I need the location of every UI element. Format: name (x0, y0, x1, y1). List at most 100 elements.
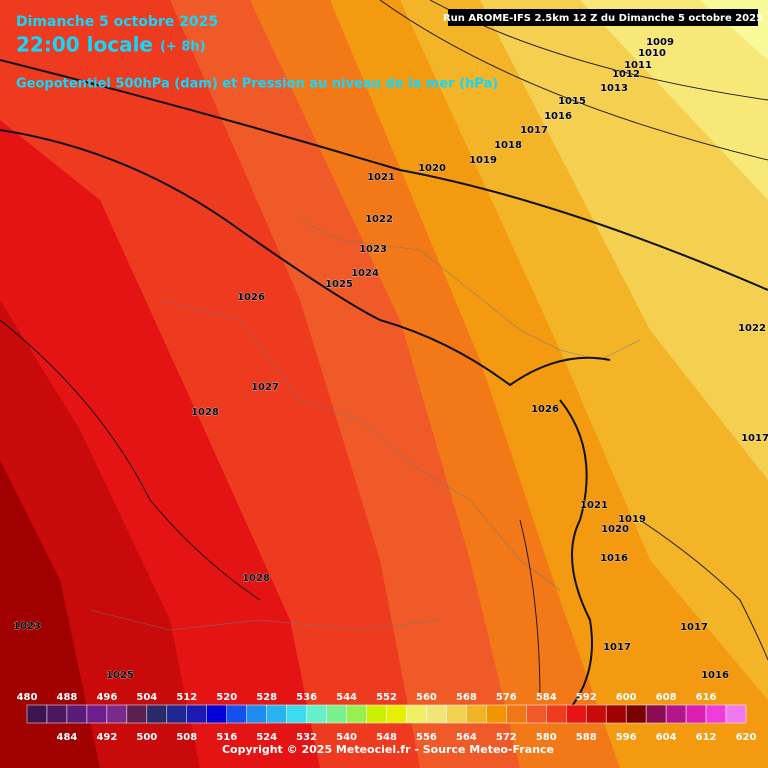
isobar-label: 1017 (603, 642, 631, 653)
colorbar-label: 596 (616, 732, 637, 743)
colorbar-label: 484 (57, 732, 78, 743)
isobar-label: 1016 (701, 670, 729, 681)
isobar-label: 1024 (351, 268, 379, 279)
colorbar-label: 572 (496, 732, 517, 743)
color-swatch (546, 704, 567, 724)
time: 22:00 locale (16, 33, 153, 57)
colorbar-label: 616 (696, 692, 717, 703)
colorbar-label: 604 (656, 732, 677, 743)
isobar-label: 1023 (359, 244, 387, 255)
color-swatch (66, 704, 88, 724)
isobar-label: 1021 (367, 172, 395, 183)
color-swatch (146, 704, 168, 724)
color-swatch (86, 704, 108, 724)
isobar-label: 1027 (251, 382, 279, 393)
coast (89, 609, 441, 631)
color-swatch (386, 704, 407, 724)
color-swatch (725, 704, 747, 724)
color-swatch (266, 704, 287, 724)
colorbar-label: 588 (576, 732, 597, 743)
isobar-label: 1019 (469, 155, 497, 166)
isobar-label: 1019 (618, 514, 646, 525)
colorbar-label: 592 (576, 692, 597, 703)
isobar-label: 1009 (646, 37, 674, 48)
colorbar-label: 584 (536, 692, 557, 703)
colorbar-label: 532 (296, 732, 317, 743)
colorbar-label: 564 (456, 732, 477, 743)
color-swatch (366, 704, 387, 724)
isobar (559, 399, 593, 721)
isobars (0, 0, 768, 721)
isobar-label: 1026 (531, 404, 559, 415)
border (159, 299, 561, 591)
color-swatch (625, 704, 647, 724)
isobar (0, 59, 768, 291)
color-swatch (705, 704, 727, 724)
date: Dimanche 5 octobre 2025 (16, 14, 218, 30)
colorbar: 480 484 488 492 496 500 504 508 512 516 520 524 528 5… (17, 692, 757, 743)
colorbar-label: 580 (536, 732, 557, 743)
isobar-label: 1022 (365, 214, 393, 225)
isobar-label: 1021 (580, 500, 608, 511)
isobar-label: 1013 (600, 83, 628, 94)
color-swatch (426, 704, 447, 724)
color-swatch (685, 704, 707, 724)
colorbar-label: 528 (256, 692, 277, 703)
isobar-label: 1022 (738, 323, 766, 334)
isobar-label: 1020 (418, 163, 446, 174)
colorbar-label: 540 (336, 732, 357, 743)
run-box (448, 9, 758, 26)
isobar-label: 1010 (638, 48, 666, 59)
isobar-label: 1028 (242, 573, 270, 584)
isobar-label: 1015 (558, 96, 586, 107)
color-swatch (46, 704, 68, 724)
color-swatch (566, 704, 587, 724)
colorbar-label: 488 (57, 692, 78, 703)
colorbar-label: 480 (17, 692, 38, 703)
color-swatch (406, 704, 427, 724)
colorbar-label: 620 (736, 732, 757, 743)
colorbar-label: 544 (336, 692, 357, 703)
isobar (379, 0, 768, 161)
colorbar-label: 520 (216, 692, 237, 703)
colorbar-label: 508 (176, 732, 197, 743)
color-swatch (506, 704, 527, 724)
colorbar-label: 568 (456, 692, 477, 703)
isobar (0, 129, 611, 387)
isobar-label: 1025 (106, 670, 134, 681)
color-swatch (585, 704, 607, 724)
copyright: Copyright © 2025 Meteociel.fr - Source M… (222, 743, 554, 756)
color-swatch (326, 704, 347, 724)
color-swatch (186, 704, 207, 724)
isobar-label: 1017 (680, 622, 708, 633)
color-swatch (486, 704, 507, 724)
colorbar-label: 560 (416, 692, 437, 703)
isobar-label: 1017 (741, 433, 768, 444)
colorbar-label: 504 (136, 692, 157, 703)
isobar-label: 1026 (237, 292, 265, 303)
color-swatch (246, 704, 267, 724)
colorbar-label: 548 (376, 732, 397, 743)
colorbar-label: 612 (696, 732, 717, 743)
isobar-label: 1018 (494, 140, 522, 151)
colorbar-label: 600 (616, 692, 637, 703)
isobar (0, 319, 261, 601)
isobar-label: 1016 (544, 111, 572, 122)
color-swatch (126, 704, 148, 724)
colorbar-label: 496 (96, 692, 117, 703)
color-swatch (665, 704, 687, 724)
color-swatch (106, 704, 128, 724)
isobar-label: 1028 (191, 407, 219, 418)
isobar-label: 1017 (520, 125, 548, 136)
isobar-label: 1011 (624, 60, 652, 71)
color-swatch (306, 704, 327, 724)
color-swatch (26, 704, 48, 724)
color-swatch (206, 704, 227, 724)
colorbar-label: 552 (376, 692, 397, 703)
color-swatch (645, 704, 667, 724)
run-info: Run AROME-IFS 2.5km 12 Z du Dimanche 5 o… (443, 13, 763, 24)
subtitle: Geopotentiel 500hPa (dam) et Pression au… (16, 77, 498, 92)
colorbar-label: 536 (296, 692, 317, 703)
